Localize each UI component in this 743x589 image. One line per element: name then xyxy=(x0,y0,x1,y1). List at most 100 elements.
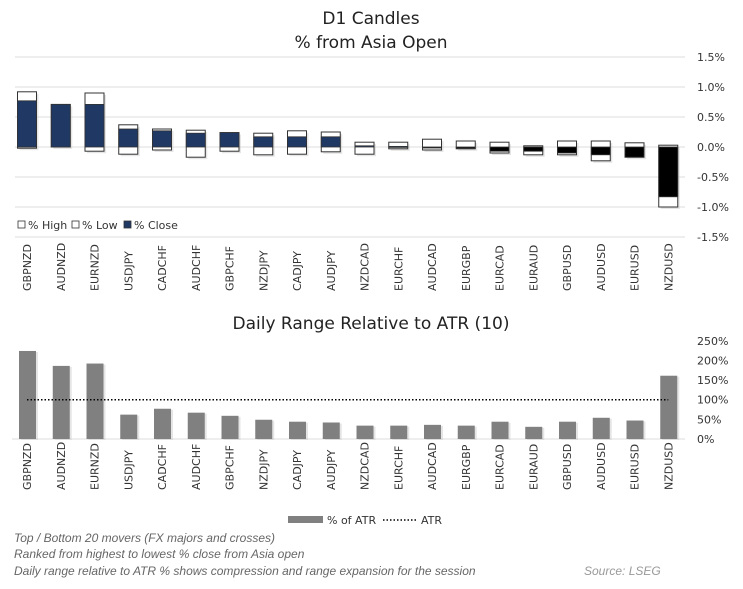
x-tick-label: CADCHF xyxy=(156,444,169,490)
legend-swatch xyxy=(71,220,80,229)
candle-close xyxy=(422,146,442,149)
candles-title: D1 Candles xyxy=(322,9,419,29)
atr-bar xyxy=(187,412,205,439)
x-tick-label: NZDCAD xyxy=(359,442,372,490)
atr-bar xyxy=(525,426,543,439)
y-tick-label: -1.5% xyxy=(697,231,729,244)
y-tick-label: 1.0% xyxy=(697,81,725,94)
x-tick-label: AUDCHF xyxy=(190,444,203,490)
candle-close xyxy=(118,128,139,148)
atr-bar xyxy=(491,421,509,439)
candles-subtitle: % from Asia Open xyxy=(295,33,448,53)
candle-close xyxy=(320,136,341,148)
candle-close xyxy=(84,104,105,148)
atr-bar xyxy=(120,414,138,439)
x-tick-label: EURNZD xyxy=(89,443,102,490)
candle-range xyxy=(422,138,442,151)
y-tick-label: 100% xyxy=(697,394,728,407)
atr-legend: % of ATR ATR xyxy=(288,514,442,527)
atr-bar xyxy=(52,365,70,439)
legend-label-atr: ATR xyxy=(421,514,442,527)
candle-close xyxy=(658,146,679,198)
atr-bar xyxy=(322,422,340,439)
atr-bar xyxy=(255,419,273,439)
x-tick-label: AUDCAD xyxy=(426,243,439,291)
atr-title: Daily Range Relative to ATR (10) xyxy=(233,314,510,334)
y-tick-label: 1.5% xyxy=(697,51,725,64)
candle-close xyxy=(50,104,71,148)
y-tick-label: -1.0% xyxy=(697,201,729,214)
x-tick-label: EURGBP xyxy=(460,245,473,291)
x-tick-label: USDJPY xyxy=(122,450,135,490)
candle-close xyxy=(354,145,375,148)
x-tick-label: GBPCHF xyxy=(224,445,237,490)
candle-close xyxy=(388,145,409,148)
legend-label: % Close xyxy=(134,219,178,232)
legend-label-pct-atr: % of ATR xyxy=(327,514,376,527)
x-tick-label: EURUSD xyxy=(629,245,642,291)
note-3: Daily range relative to ATR % shows comp… xyxy=(14,564,476,578)
candle-close xyxy=(287,136,307,148)
atr-bar xyxy=(626,420,644,439)
atr-bar xyxy=(424,424,441,439)
atr-bar xyxy=(19,350,36,439)
x-tick-label: CADJPY xyxy=(291,251,304,291)
x-tick-label: EURGBP xyxy=(460,444,473,490)
x-tick-label: GBPUSD xyxy=(561,444,574,490)
candle-range xyxy=(354,141,375,155)
x-tick-label: EURCHF xyxy=(392,247,405,291)
x-tick-label: EURNZD xyxy=(89,244,102,291)
y-tick-label: 150% xyxy=(697,374,728,387)
x-tick-label: NZDUSD xyxy=(662,442,675,490)
candle-close xyxy=(489,146,510,152)
atr-bar xyxy=(221,415,239,439)
x-tick-label: AUDJPY xyxy=(325,449,338,490)
candle-close xyxy=(219,132,240,148)
legend-label: % Low xyxy=(82,219,118,232)
note-1: Top / Bottom 20 movers (FX majors and cr… xyxy=(14,531,275,545)
candle-range xyxy=(388,141,409,150)
x-tick-label: GBPCHF xyxy=(224,246,237,291)
x-tick-label: EURCAD xyxy=(494,444,507,490)
candle-close xyxy=(455,146,476,149)
x-tick-label: NZDJPY xyxy=(257,449,270,490)
x-tick-label: EURCAD xyxy=(494,245,507,291)
candle-close xyxy=(185,132,206,148)
x-tick-label: AUDUSD xyxy=(595,442,608,490)
legend-label: % High xyxy=(28,219,67,232)
x-tick-label: AUDCHF xyxy=(190,245,203,291)
source-label: Source: LSEG xyxy=(584,564,661,578)
legend-swatch xyxy=(123,220,132,229)
candle-close xyxy=(17,100,37,148)
atr-bar xyxy=(154,408,171,439)
y-tick-label: 50% xyxy=(697,413,721,426)
atr-bar xyxy=(457,425,475,439)
x-tick-label: AUDJPY xyxy=(325,250,338,291)
legend-swatch xyxy=(17,220,26,229)
y-tick-label: 0% xyxy=(697,433,714,446)
x-tick-label: GBPNZD xyxy=(21,244,34,291)
atr-bar xyxy=(86,363,104,439)
y-tick-label: 200% xyxy=(697,354,728,367)
candle-close xyxy=(557,146,577,154)
x-tick-label: CADJPY xyxy=(291,450,304,490)
candle-close xyxy=(253,136,274,148)
candle-close xyxy=(523,146,544,152)
x-tick-label: AUDNZD xyxy=(55,442,68,490)
atr-bar xyxy=(559,421,576,439)
atr-bar xyxy=(660,375,678,439)
x-tick-label: EURAUD xyxy=(527,444,540,490)
x-tick-label: NZDUSD xyxy=(662,243,675,291)
atr-bar xyxy=(356,425,374,439)
candle-close xyxy=(152,130,172,148)
candle-close xyxy=(590,146,611,156)
candle-close xyxy=(624,146,645,158)
x-tick-label: CADCHF xyxy=(156,245,169,291)
x-tick-label: AUDNZD xyxy=(55,243,68,291)
x-tick-label: NZDJPY xyxy=(257,250,270,291)
candle-range xyxy=(455,140,476,150)
x-tick-label: GBPUSD xyxy=(561,245,574,291)
x-tick-label: EURUSD xyxy=(629,444,642,490)
x-tick-label: AUDUSD xyxy=(595,243,608,291)
